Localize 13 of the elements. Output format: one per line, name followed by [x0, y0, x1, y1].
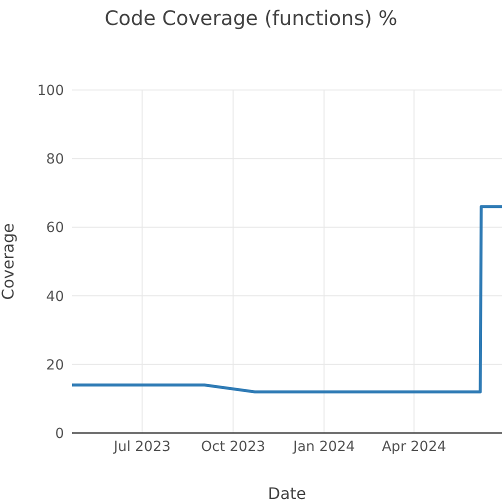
y-tick-label: 100	[37, 82, 64, 99]
chart-title: Code Coverage (functions) %	[104, 6, 398, 30]
x-tick-label: Jan 2024	[292, 438, 355, 455]
y-tick-label: 20	[46, 357, 64, 374]
x-tick-label: Jul 2023	[112, 438, 171, 455]
y-axis-title: Coverage	[0, 223, 18, 300]
x-tick-label: Oct 2023	[200, 438, 266, 455]
y-tick-label: 0	[55, 426, 64, 442]
x-axis-title: Date	[268, 484, 306, 501]
x-tick-label: Apr 2024	[382, 438, 446, 455]
y-tick-label: 60	[46, 220, 64, 236]
y-tick-label: 40	[46, 288, 64, 305]
y-tick-label: 80	[46, 152, 64, 168]
